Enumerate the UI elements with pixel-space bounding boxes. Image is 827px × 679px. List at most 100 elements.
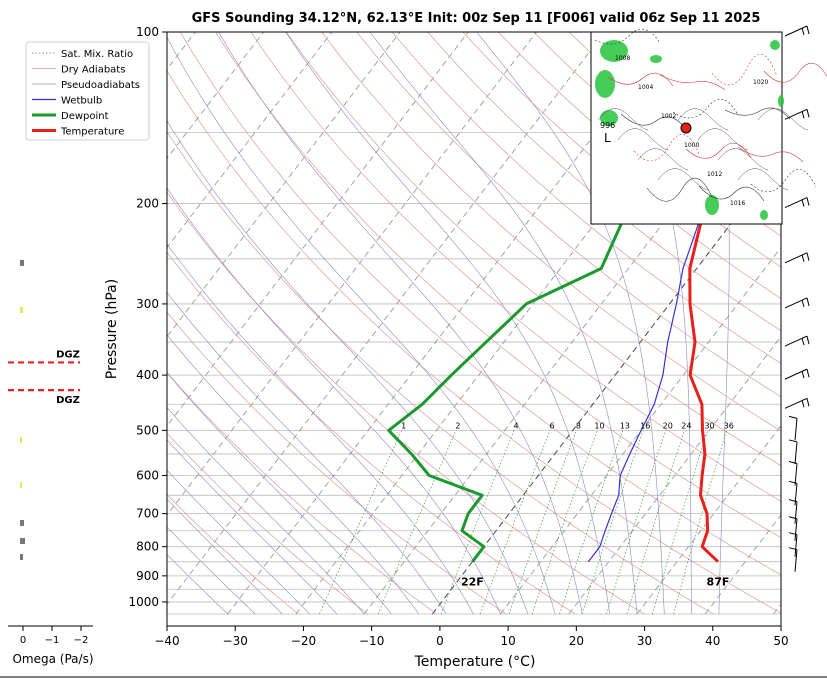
pseudoadiabat xyxy=(167,526,256,615)
inset-isobar-label: 1008 xyxy=(615,55,630,62)
precip-area xyxy=(778,95,784,107)
pseudoadiabat xyxy=(167,554,228,615)
inset-isobar-label: 1016 xyxy=(730,200,745,207)
inset-contour xyxy=(646,178,713,202)
pseudoadiabat xyxy=(167,498,283,615)
inset-contour xyxy=(698,185,765,202)
inset-isobar xyxy=(637,148,689,171)
y-tick-label: 800 xyxy=(136,540,159,554)
pseudoadiabat xyxy=(167,187,501,615)
x-tick-label: 50 xyxy=(773,634,788,648)
dry-adiabat xyxy=(391,32,781,364)
x-tick-label: −20 xyxy=(291,634,316,648)
isotherm-line xyxy=(636,425,781,615)
mixing-ratio-line xyxy=(508,430,577,615)
wind-barb xyxy=(788,516,798,541)
wind-barbs xyxy=(784,25,810,572)
omega-bar xyxy=(20,520,24,526)
mixing-ratio-label: 8 xyxy=(576,421,581,430)
mixing-ratio-label: 36 xyxy=(724,421,734,430)
y-tick-label: 900 xyxy=(136,569,159,583)
dgz-label: DGZ xyxy=(56,395,80,406)
inset-isobar xyxy=(597,108,649,131)
dry-adiabat xyxy=(167,69,781,614)
legend-label: Sat. Mix. Ratio xyxy=(61,49,133,60)
inset-contour xyxy=(620,113,687,130)
pseudoadiabat xyxy=(167,372,392,615)
pseudoadiabat xyxy=(167,120,529,615)
dry-adiabat xyxy=(816,32,827,614)
isotherm-line xyxy=(167,32,537,516)
mixing-ratio-label: 6 xyxy=(549,421,554,430)
inset-contour xyxy=(737,146,804,163)
inset-contour xyxy=(724,107,791,120)
dry-adiabat xyxy=(167,251,576,615)
y-tick-label: 300 xyxy=(136,297,159,311)
dry-adiabat xyxy=(356,32,781,398)
legend-box xyxy=(25,41,150,141)
omega-panel: 0 −1 −2 DGZ DGZ xyxy=(8,260,93,646)
wind-barb xyxy=(788,499,798,524)
inset-contour xyxy=(750,169,817,193)
inset-contour xyxy=(659,74,726,91)
x-tick-label: −30 xyxy=(223,634,248,648)
omega-bar xyxy=(20,482,22,488)
wind-barb xyxy=(784,25,810,37)
precip-area xyxy=(595,70,615,98)
plot-frame xyxy=(166,31,782,627)
wind-barb xyxy=(784,397,810,409)
legend-label: Pseudoadiabats xyxy=(61,80,140,91)
pseudoadiabat xyxy=(369,32,638,615)
isotherm-line xyxy=(431,157,781,615)
inset-isobar xyxy=(697,128,749,151)
x-axis: −40 −30 −20 −10 0 10 20 30 40 50 xyxy=(154,626,789,648)
wind-barb xyxy=(788,415,798,441)
dry-adiabat xyxy=(427,32,781,332)
omega-bar xyxy=(20,554,23,560)
isotherm-line xyxy=(167,32,469,427)
wind-barb xyxy=(784,252,810,264)
pseudoadiabat xyxy=(600,32,692,614)
omega-bar xyxy=(20,538,25,544)
y-axis-label: Pressure (hPa) xyxy=(104,279,120,379)
mixing-ratio-line xyxy=(479,430,551,615)
inset-contour xyxy=(763,62,827,83)
mixing-ratio-label: 4 xyxy=(513,421,518,430)
pseudoadiabat xyxy=(167,36,556,615)
pseudoadiabat xyxy=(167,439,338,615)
mixing-ratio-label: 10 xyxy=(594,421,604,430)
dewpoint-line xyxy=(387,32,757,563)
pseudoadiabat xyxy=(167,243,474,615)
pseudoadiabat xyxy=(167,469,310,615)
inset-contour xyxy=(711,54,778,86)
dry-adiabat xyxy=(167,494,299,615)
inset-low-label: L xyxy=(604,131,611,145)
wind-barb xyxy=(788,532,798,557)
isotherm-line xyxy=(704,514,781,615)
wind-barb xyxy=(784,197,810,209)
profile-lines xyxy=(387,32,781,563)
inset-pressure-label: 996 xyxy=(600,121,615,130)
isotherm-line xyxy=(167,32,401,338)
mixing-ratio-line xyxy=(440,430,515,615)
chart-title: GFS Sounding 34.12°N, 62.13°E Init: 00z … xyxy=(192,11,761,26)
dry-adiabat xyxy=(321,32,781,432)
dry-adiabat xyxy=(167,432,368,615)
omega-bar xyxy=(20,307,23,313)
inset-contour xyxy=(685,142,752,159)
mixing-ratio-label: 20 xyxy=(663,421,673,430)
pseudoadiabat xyxy=(476,32,665,615)
wind-barb xyxy=(788,439,798,464)
dry-adiabat xyxy=(179,32,781,576)
omega-tick-label: −1 xyxy=(45,635,60,646)
dry-adiabat xyxy=(250,32,781,502)
y-tick-label: 500 xyxy=(136,423,159,437)
isotherm-line xyxy=(500,246,781,615)
y-tick-label: 400 xyxy=(136,368,159,382)
inset-contour xyxy=(633,134,700,162)
mixing-ratio-label: 16 xyxy=(640,421,650,430)
x-tick-label: 30 xyxy=(637,634,652,648)
